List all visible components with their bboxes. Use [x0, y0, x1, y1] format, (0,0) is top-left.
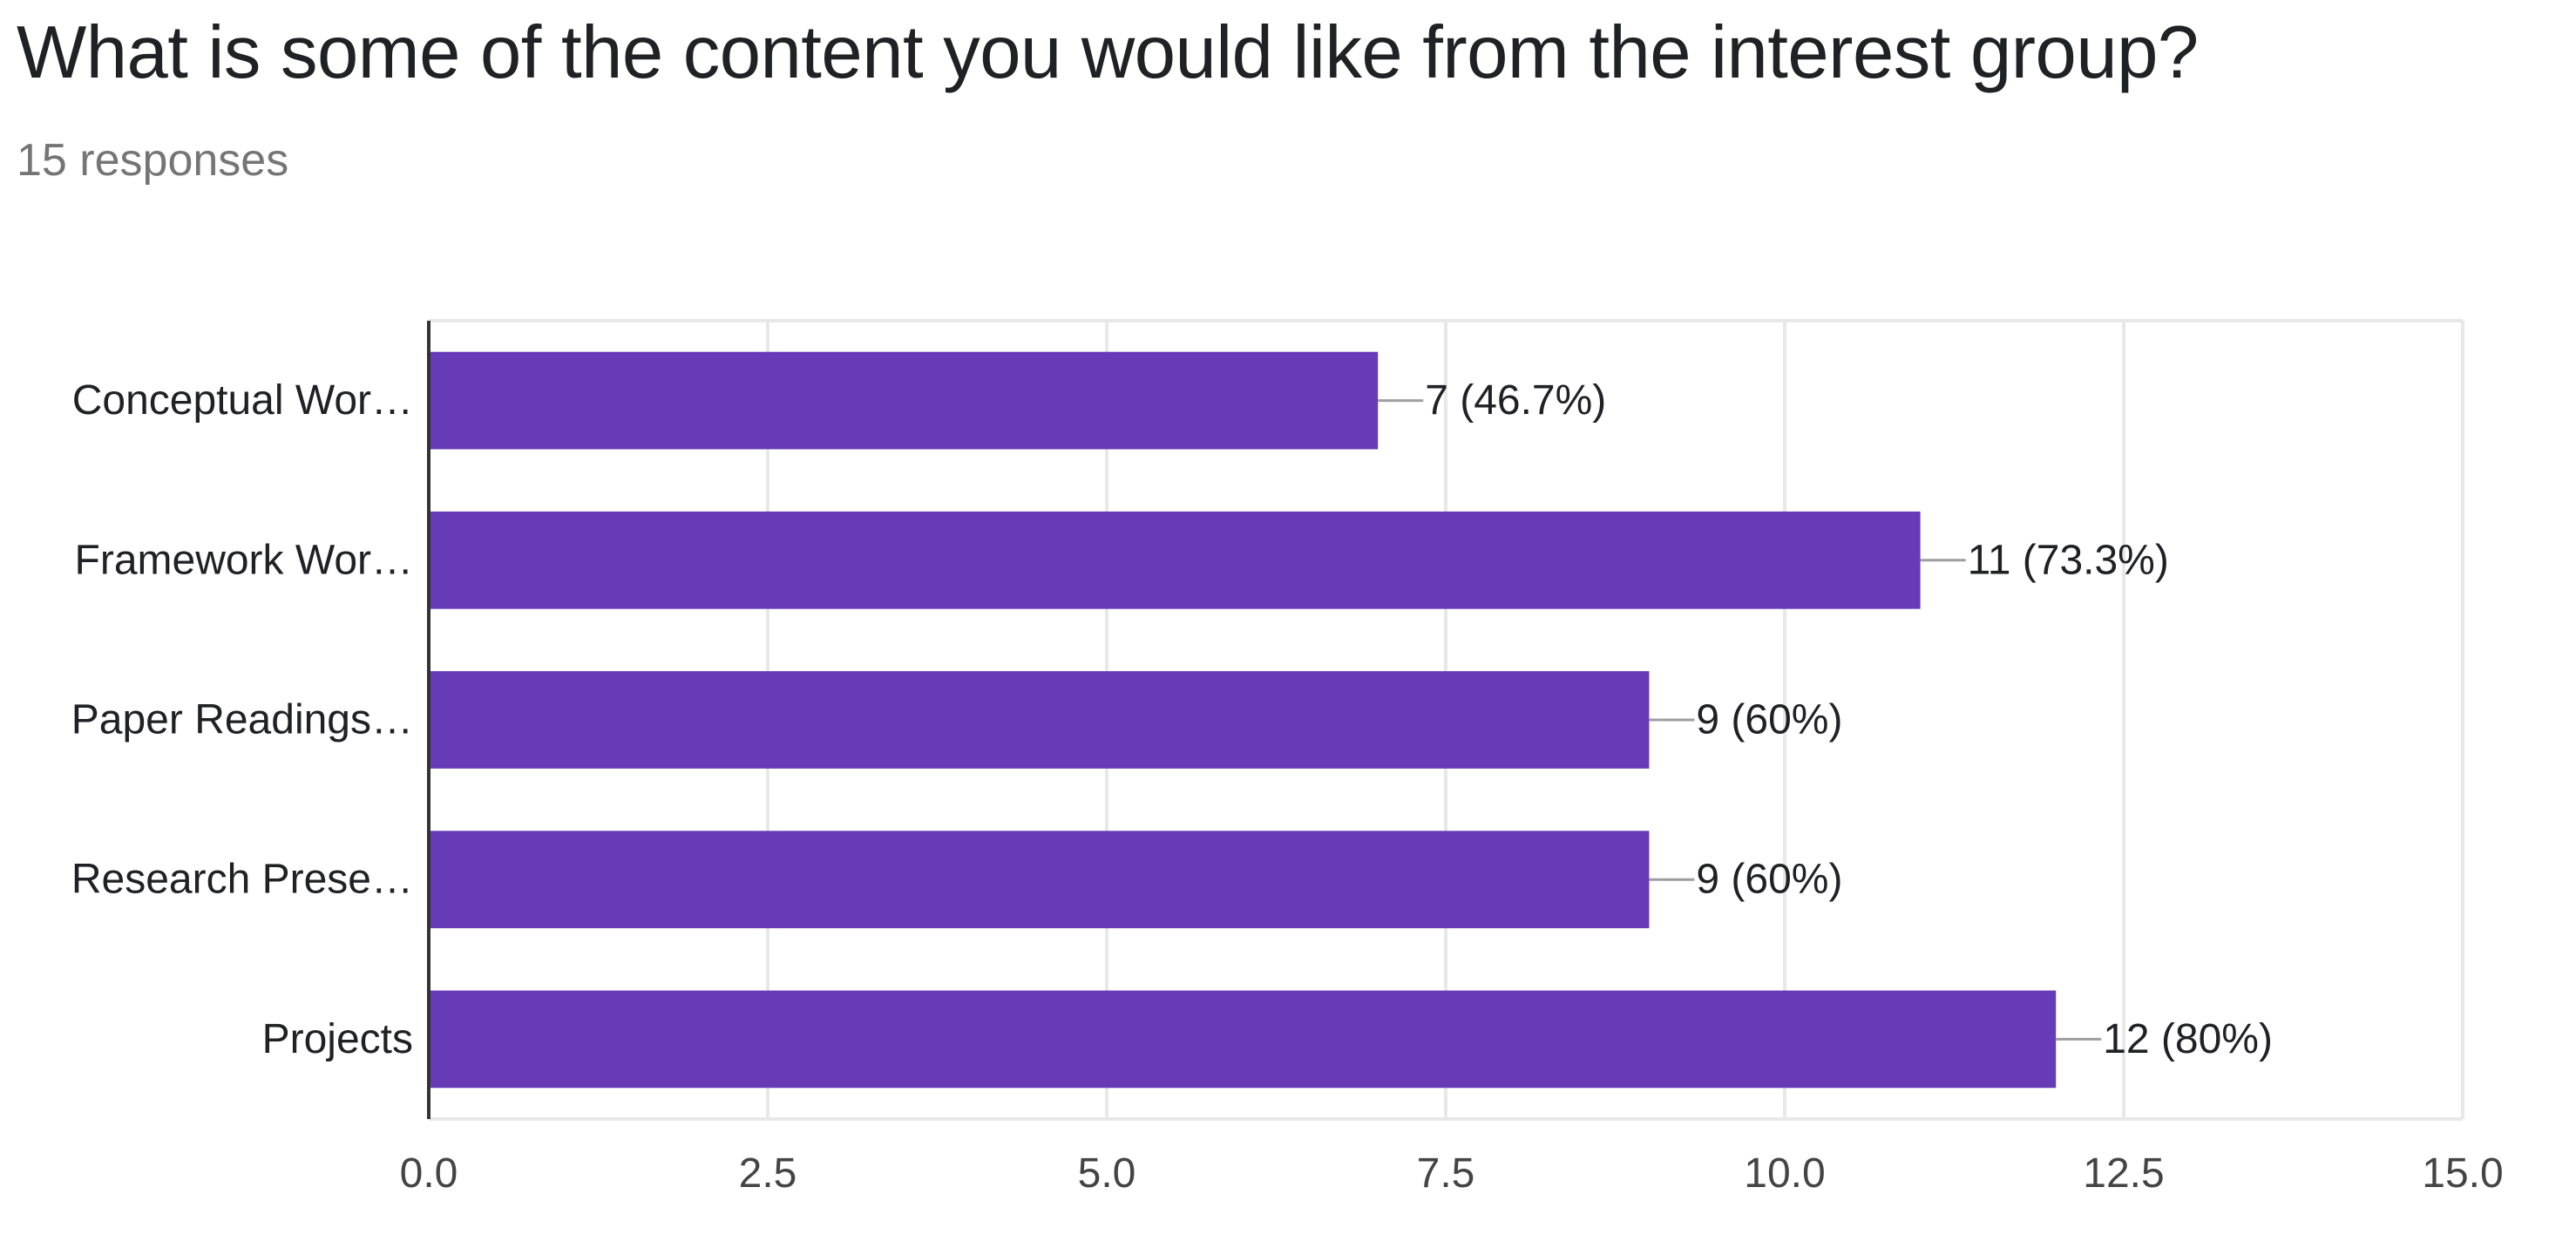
gridlines — [429, 319, 2464, 1121]
data-label: 12 (80%) — [2103, 1016, 2273, 1062]
data-label: 9 (60%) — [1696, 697, 1842, 743]
labels: 0.0 2.5 5.0 7.5 10.0 12.5 15.0 7 (46.7%) Concept… — [71, 377, 2504, 1197]
category-label: Projects — [262, 1016, 413, 1062]
data-label: 9 (60%) — [1696, 857, 1842, 903]
data-label: 7 (46.7%) — [1425, 377, 1606, 424]
bar-3[interactable] — [429, 671, 1650, 769]
bars — [429, 351, 2057, 1089]
bar-2[interactable] — [429, 511, 1921, 609]
response-count: 15 responses — [17, 135, 289, 186]
x-tick-label: 0.0 — [400, 1150, 458, 1197]
bar-4[interactable] — [429, 831, 1650, 929]
category-label: Conceptual Wor… — [72, 377, 413, 424]
x-tick-label: 12.5 — [2083, 1150, 2164, 1197]
x-tick-label: 15.0 — [2422, 1150, 2503, 1197]
x-tick-label: 2.5 — [739, 1150, 797, 1197]
chart-title: What is some of the content you would li… — [17, 11, 2199, 94]
bar-1[interactable] — [429, 351, 1379, 450]
x-tick-label: 7.5 — [1417, 1150, 1475, 1197]
data-label: 11 (73.3%) — [1968, 537, 2169, 583]
category-label: Paper Readings… — [71, 697, 413, 743]
category-label: Research Prese… — [71, 857, 413, 903]
x-tick-label: 5.0 — [1078, 1150, 1136, 1197]
bar-5[interactable] — [429, 990, 2057, 1089]
category-label: Framework Wor… — [75, 537, 413, 583]
x-tick-label: 10.0 — [1744, 1150, 1825, 1197]
